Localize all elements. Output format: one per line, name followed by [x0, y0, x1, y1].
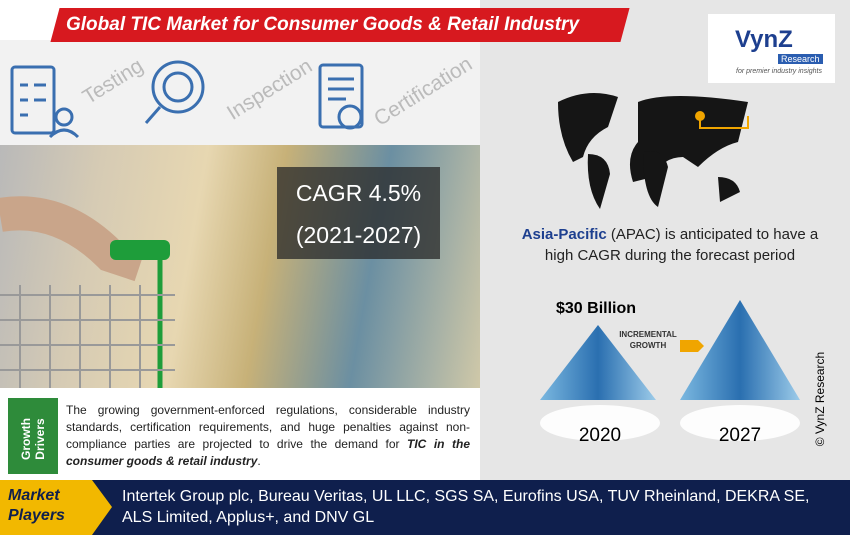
service-icons	[10, 60, 364, 139]
cagr-box	[277, 167, 440, 259]
region-desc: (APAC) is anticipated to have a high CAG…	[544, 226, 819, 264]
cagr-rate: CAGR 4.5%	[295, 180, 422, 206]
players-tag	[0, 480, 112, 535]
drivers-end: .	[257, 454, 261, 468]
drivers-text: The growing government-enforced regulati…	[66, 402, 470, 470]
title: Global TIC Market for Consumer Goods & R…	[66, 14, 580, 35]
market-value: $30 Billion	[556, 300, 637, 317]
players-label: Market Players	[8, 487, 65, 524]
logo-box	[708, 14, 835, 83]
world-map	[558, 93, 749, 209]
cagr-period: (2021-2027)	[295, 222, 422, 248]
pyramids	[540, 300, 800, 441]
drivers-emphasis: TIC in the consumer goods & retail indus…	[66, 437, 470, 468]
year-label: 2027	[718, 425, 762, 446]
copyright: © VynZ Research	[813, 351, 827, 447]
cart	[0, 196, 175, 388]
region-highlight: Asia-Pacific	[521, 226, 607, 243]
logo-name: VynZ	[735, 26, 793, 53]
drivers-body: The growing government-enforced regulati…	[66, 403, 470, 451]
icons-panel	[0, 40, 480, 145]
drivers-label: Growth Drivers	[19, 418, 47, 460]
region-text: Asia-Pacific (APAC) is anticipated to ha…	[510, 224, 830, 266]
players-text: Intertek Group plc, Bureau Veritas, UL L…	[122, 488, 810, 526]
drivers-box	[8, 398, 58, 474]
growth-label: INCREMENTAL GROWTH	[619, 330, 677, 350]
logo-tagline: for premier industry insights	[736, 68, 822, 75]
players-band	[0, 480, 850, 535]
year-label: 2020	[578, 425, 622, 446]
logo-sub: Research	[778, 54, 823, 64]
